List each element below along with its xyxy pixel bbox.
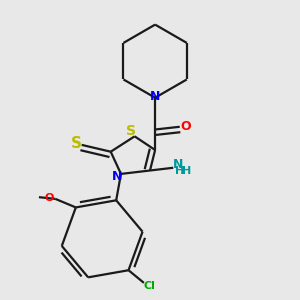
Text: N: N [150,89,160,103]
Text: O: O [44,193,54,203]
Text: H: H [182,166,191,176]
Text: H: H [176,166,185,176]
Text: Cl: Cl [143,280,155,291]
Text: S: S [71,136,82,151]
Text: N: N [173,158,184,171]
Text: O: O [181,120,191,133]
Text: S: S [125,124,136,138]
Text: N: N [112,170,123,183]
